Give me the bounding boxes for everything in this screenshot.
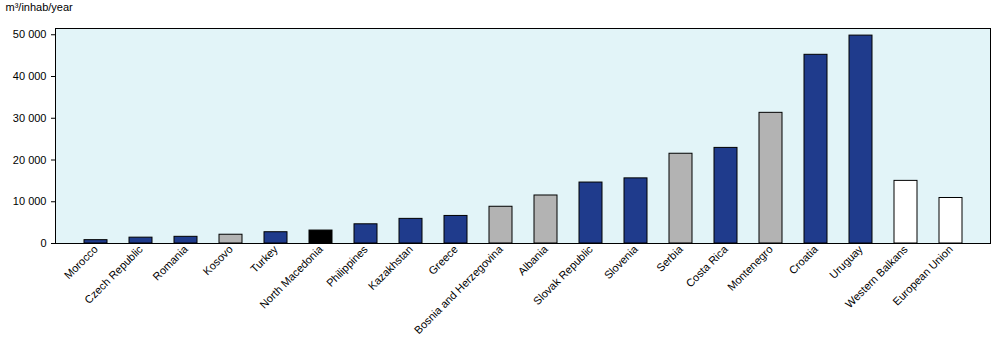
svg-text:m³/inhab/year: m³/inhab/year [6,1,74,13]
svg-text:Czech Republic: Czech Republic [82,243,145,306]
svg-text:Kosovo: Kosovo [200,243,234,277]
svg-text:40 000: 40 000 [13,70,47,82]
svg-text:Serbia: Serbia [654,242,686,274]
svg-text:0: 0 [40,237,46,249]
svg-text:50 000: 50 000 [13,28,47,40]
svg-text:Morocco: Morocco [62,243,100,281]
svg-text:Bosnia and Herzegovina: Bosnia and Herzegovina [412,242,506,336]
svg-text:Montenegro: Montenegro [725,243,775,293]
svg-text:20 000: 20 000 [13,154,47,166]
svg-text:Croatia: Croatia [786,242,820,276]
svg-text:Western Balkans: Western Balkans [842,242,910,311]
svg-text:Greece: Greece [426,243,460,277]
svg-text:North Macedonia: North Macedonia [257,242,325,310]
svg-text:Philippines: Philippines [324,243,370,289]
svg-text:10 000: 10 000 [13,195,47,207]
svg-text:Slovenia: Slovenia [602,242,641,281]
svg-text:Turkey: Turkey [248,243,280,275]
svg-text:Uruguay: Uruguay [827,243,865,281]
svg-text:Slovak Republic: Slovak Republic [531,243,596,308]
svg-text:Albania: Albania [515,242,550,277]
svg-text:European Union: European Union [890,243,955,308]
svg-text:Romania: Romania [150,242,190,282]
svg-text:Kazakhstan: Kazakhstan [366,243,415,292]
svg-text:Costa Rica: Costa Rica [683,242,730,289]
svg-text:30 000: 30 000 [13,112,47,124]
